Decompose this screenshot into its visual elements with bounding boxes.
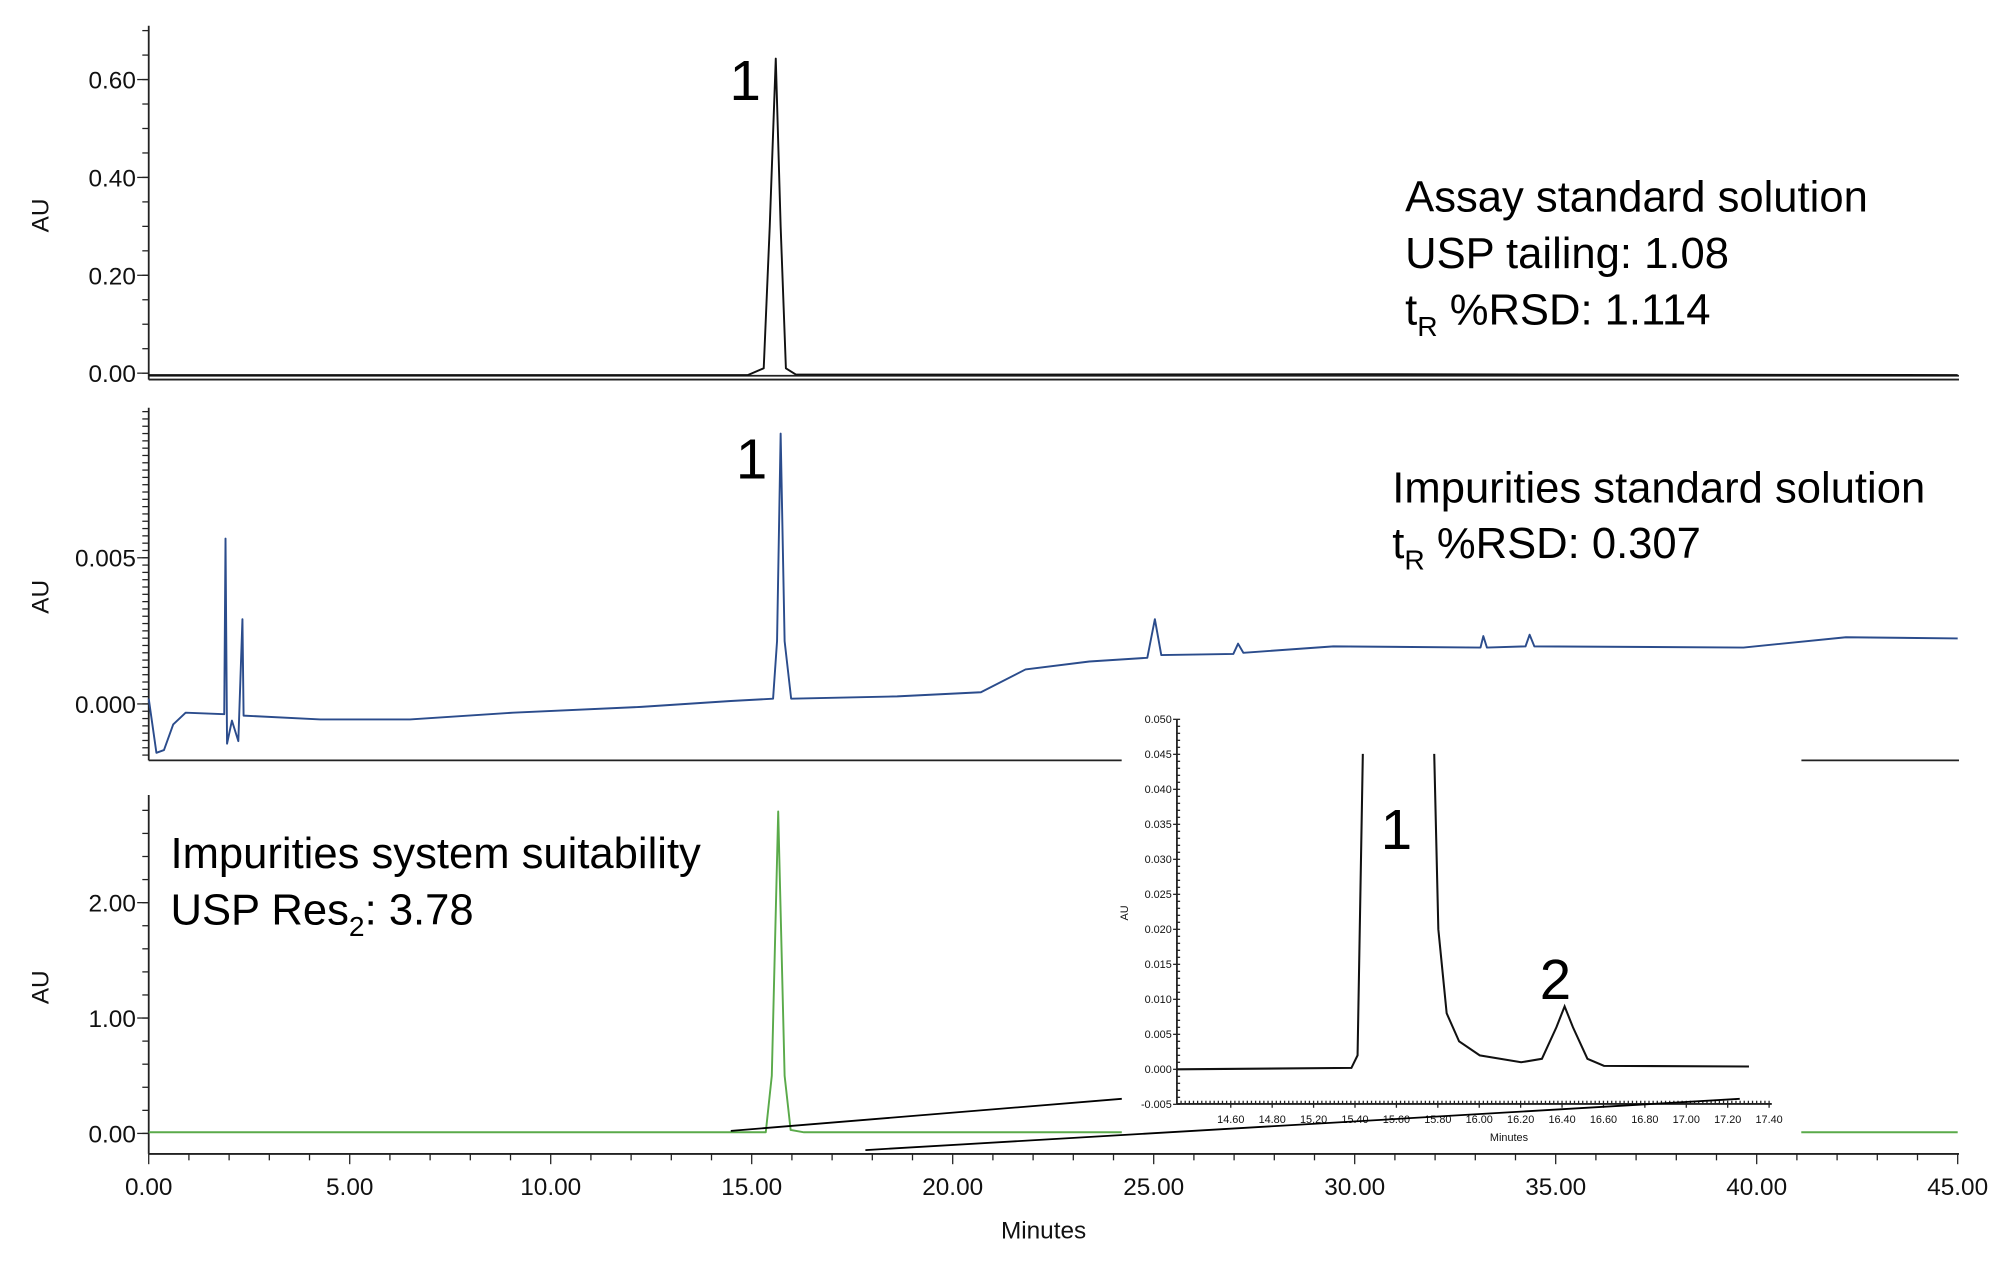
inset-y-tick-label: 0.045: [1145, 749, 1172, 761]
y-tick-label: 0.005: [75, 546, 136, 573]
inset-y-tick-label: -0.005: [1141, 1099, 1172, 1111]
inset-y-tick-label: 0.035: [1145, 819, 1172, 831]
y-tick-label: 0.00: [89, 361, 136, 388]
assay-title: Assay standard solution: [1405, 174, 1868, 222]
x-tick-label: 40.00: [1726, 1174, 1787, 1201]
y-tick-label: 2.00: [89, 891, 136, 918]
inset-x-axis-label: Minutes: [1490, 1132, 1529, 1144]
inset-x-tick-label: 17.40: [1755, 1114, 1782, 1126]
assay-rsd: tR %RSD: 1.114: [1405, 286, 1710, 342]
y-axis-label-panel-1: AU: [28, 199, 55, 233]
suitability-title: Impurities system suitability: [171, 830, 702, 878]
inset-x-tick-label: 14.60: [1217, 1114, 1244, 1126]
x-tick-label: 35.00: [1525, 1174, 1586, 1201]
x-tick-label: 25.00: [1123, 1174, 1184, 1201]
y-tick-label: 0.40: [89, 165, 136, 192]
inset-y-tick-label: 0.010: [1145, 994, 1172, 1006]
assay-tailing: USP tailing: 1.08: [1405, 230, 1729, 278]
inset-peak-label-1: 1: [1381, 798, 1412, 861]
peak-label-1-impurities: 1: [736, 427, 767, 490]
peak-label-1-assay: 1: [729, 49, 760, 112]
inset-x-tick-label: 14.80: [1259, 1114, 1286, 1126]
y-axis-label-panel-2: AU: [28, 580, 55, 614]
inset-x-tick-label: 16.80: [1631, 1114, 1658, 1126]
inset-y-tick-label: 0.005: [1145, 1029, 1172, 1041]
inset-x-tick-label: 17.20: [1714, 1114, 1741, 1126]
inset-y-tick-label: 0.040: [1145, 784, 1172, 796]
inset-y-tick-label: 0.025: [1145, 889, 1172, 901]
zoom-connector-upper: [730, 1097, 1122, 1132]
trace-assay-standard-solution: [148, 57, 1958, 377]
x-tick-label: 45.00: [1927, 1174, 1988, 1201]
x-tick-label: 30.00: [1324, 1174, 1385, 1201]
x-tick-label: 15.00: [721, 1174, 782, 1201]
inset-x-tick-label: 15.40: [1341, 1114, 1368, 1126]
inset-x-tick-label: 16.40: [1548, 1114, 1575, 1126]
inset-x-tick-label: 17.00: [1673, 1114, 1700, 1126]
y-tick-label: 0.60: [89, 68, 136, 95]
suitability-resolution: USP Res2: 3.78: [171, 886, 474, 942]
inset-y-axis-label: AU: [1119, 905, 1131, 920]
inset-x-tick-label: 16.60: [1590, 1114, 1617, 1126]
x-tick-label: 20.00: [922, 1174, 983, 1201]
inset-y-tick-label: 0.020: [1145, 924, 1172, 936]
x-axis-label: Minutes: [1001, 1218, 1086, 1245]
y-axis-label-panel-3: AU: [28, 970, 55, 1004]
inset-y-tick-label: 0.030: [1145, 854, 1172, 866]
inset-background: [1121, 709, 1802, 1152]
impurities-title: Impurities standard solution: [1392, 465, 1925, 513]
inset-y-tick-label: 0.015: [1145, 959, 1172, 971]
trace-impurities-standard-solution: [147, 432, 1958, 754]
inset-x-tick-label: 16.20: [1507, 1114, 1534, 1126]
inset-x-tick-label: 15.60: [1383, 1114, 1410, 1126]
y-tick-label: 1.00: [89, 1006, 136, 1033]
inset-y-tick-label: 0.050: [1145, 714, 1172, 726]
inset-peak-label-2: 2: [1540, 948, 1571, 1011]
y-tick-label: 0.000: [75, 692, 136, 719]
impurities-rsd: tR %RSD: 0.307: [1392, 520, 1701, 576]
zoom-connector-lower: [865, 1097, 1740, 1151]
trace-impurities-system-suitability: [148, 810, 1958, 1134]
y-tick-label: 0.00: [89, 1121, 136, 1148]
inset-x-tick-label: 16.00: [1466, 1114, 1493, 1126]
inset-y-tick-label: 0.000: [1145, 1064, 1172, 1076]
x-tick-label: 10.00: [520, 1174, 581, 1201]
x-tick-label: 5.00: [326, 1174, 373, 1201]
y-tick-label: 0.20: [89, 263, 136, 290]
inset-trace: [1177, 753, 1749, 1071]
x-tick-label: 0.00: [125, 1174, 172, 1201]
